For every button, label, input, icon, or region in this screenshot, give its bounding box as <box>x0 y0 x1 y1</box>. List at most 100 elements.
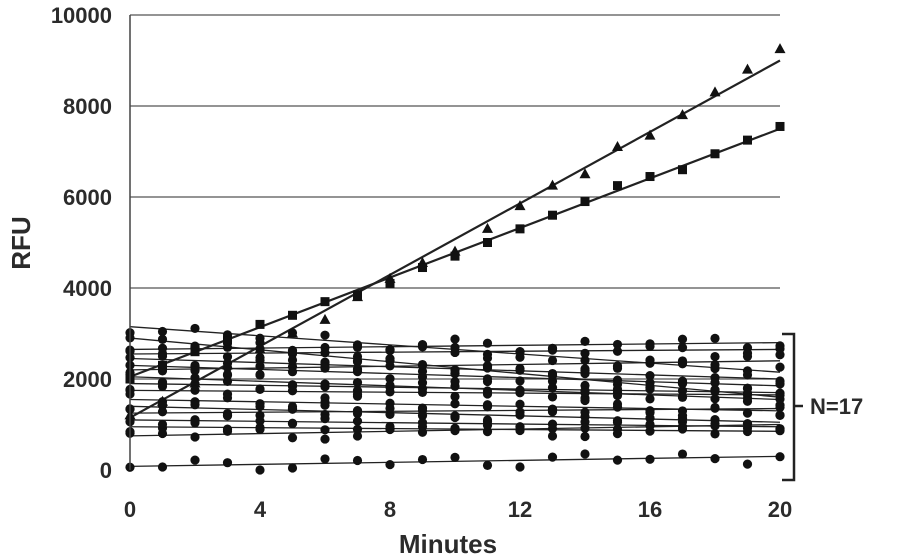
data-point <box>677 109 688 120</box>
data-point <box>515 365 525 375</box>
data-point <box>352 424 363 434</box>
data-point <box>417 339 428 350</box>
trend-line <box>129 59 781 419</box>
data-point <box>775 121 785 131</box>
x-tick-label: 12 <box>508 497 532 522</box>
data-point <box>580 348 590 358</box>
data-point <box>612 346 623 356</box>
data-point <box>742 459 753 469</box>
data-point <box>287 463 298 473</box>
data-point <box>515 352 525 362</box>
data-point <box>710 429 720 439</box>
data-point <box>515 376 525 386</box>
data-point <box>580 431 590 442</box>
data-point <box>612 361 623 371</box>
data-point <box>157 326 168 337</box>
data-point <box>320 454 330 464</box>
data-point <box>547 355 558 366</box>
data-point <box>612 416 623 426</box>
data-point <box>612 140 623 151</box>
x-tick-label: 16 <box>638 497 662 522</box>
data-point <box>580 336 590 346</box>
data-point <box>515 410 525 420</box>
data-point <box>222 426 233 436</box>
data-point <box>483 238 492 247</box>
n-bracket <box>782 332 803 482</box>
data-point <box>710 333 720 343</box>
data-point <box>450 334 460 344</box>
n-annotation: N=17 <box>810 394 863 419</box>
data-point <box>547 382 558 393</box>
data-point <box>190 365 200 376</box>
data-point <box>645 355 655 365</box>
data-point <box>710 454 720 464</box>
gridlines <box>130 14 780 380</box>
data-point <box>385 403 395 413</box>
data-point <box>580 449 590 459</box>
data-point <box>418 263 427 273</box>
data-point <box>287 404 298 414</box>
data-point <box>775 341 785 351</box>
data-point <box>222 376 233 386</box>
data-point <box>320 434 330 444</box>
data-point <box>385 361 395 371</box>
data-point <box>352 406 363 416</box>
data-point <box>352 416 363 426</box>
data-point <box>190 400 200 410</box>
data-point <box>255 465 265 475</box>
data-point <box>255 416 265 426</box>
data-point <box>450 365 460 375</box>
data-point <box>320 414 330 424</box>
data-point <box>514 200 526 211</box>
data-point <box>190 432 200 442</box>
data-point <box>580 417 590 427</box>
data-point <box>190 342 200 353</box>
data-point <box>775 402 785 413</box>
data-point <box>255 370 265 380</box>
x-tick-label: 0 <box>124 497 136 522</box>
data-point <box>742 388 753 398</box>
data-point <box>710 360 720 370</box>
x-axis-title: Minutes <box>399 529 497 559</box>
x-tick-label: 20 <box>768 497 792 522</box>
data-point <box>775 426 785 436</box>
data-point <box>645 172 655 182</box>
data-point <box>482 460 493 470</box>
data-point <box>482 402 493 412</box>
data-point <box>710 394 720 404</box>
data-point <box>222 410 233 420</box>
data-point <box>612 402 623 412</box>
data-point <box>385 374 395 384</box>
trend-line <box>129 419 781 428</box>
data-point <box>157 419 168 430</box>
data-point <box>612 455 623 465</box>
data-point <box>612 429 623 439</box>
data-point <box>709 86 721 97</box>
data-point <box>352 340 363 350</box>
data-point <box>547 407 558 417</box>
data-point <box>580 423 590 433</box>
data-point <box>710 386 720 396</box>
data-point <box>352 391 363 401</box>
data-point <box>255 361 265 371</box>
data-point <box>222 342 233 352</box>
data-point <box>580 407 590 417</box>
y-tick-label: 0 <box>100 458 112 483</box>
data-point <box>612 384 623 394</box>
data-point <box>677 359 688 369</box>
data-point <box>288 310 297 320</box>
data-point <box>677 424 688 434</box>
data-point <box>450 377 460 387</box>
data-point <box>157 351 168 361</box>
data-point <box>157 462 168 472</box>
data-point <box>515 386 525 396</box>
data-point <box>450 399 460 409</box>
data-point <box>450 425 460 436</box>
data-point <box>222 458 233 468</box>
data-point <box>385 380 395 390</box>
data-point <box>515 399 525 409</box>
data-point <box>515 224 525 234</box>
data-point <box>710 403 720 413</box>
data-point <box>548 210 557 220</box>
x-tick-label: 8 <box>384 497 396 522</box>
